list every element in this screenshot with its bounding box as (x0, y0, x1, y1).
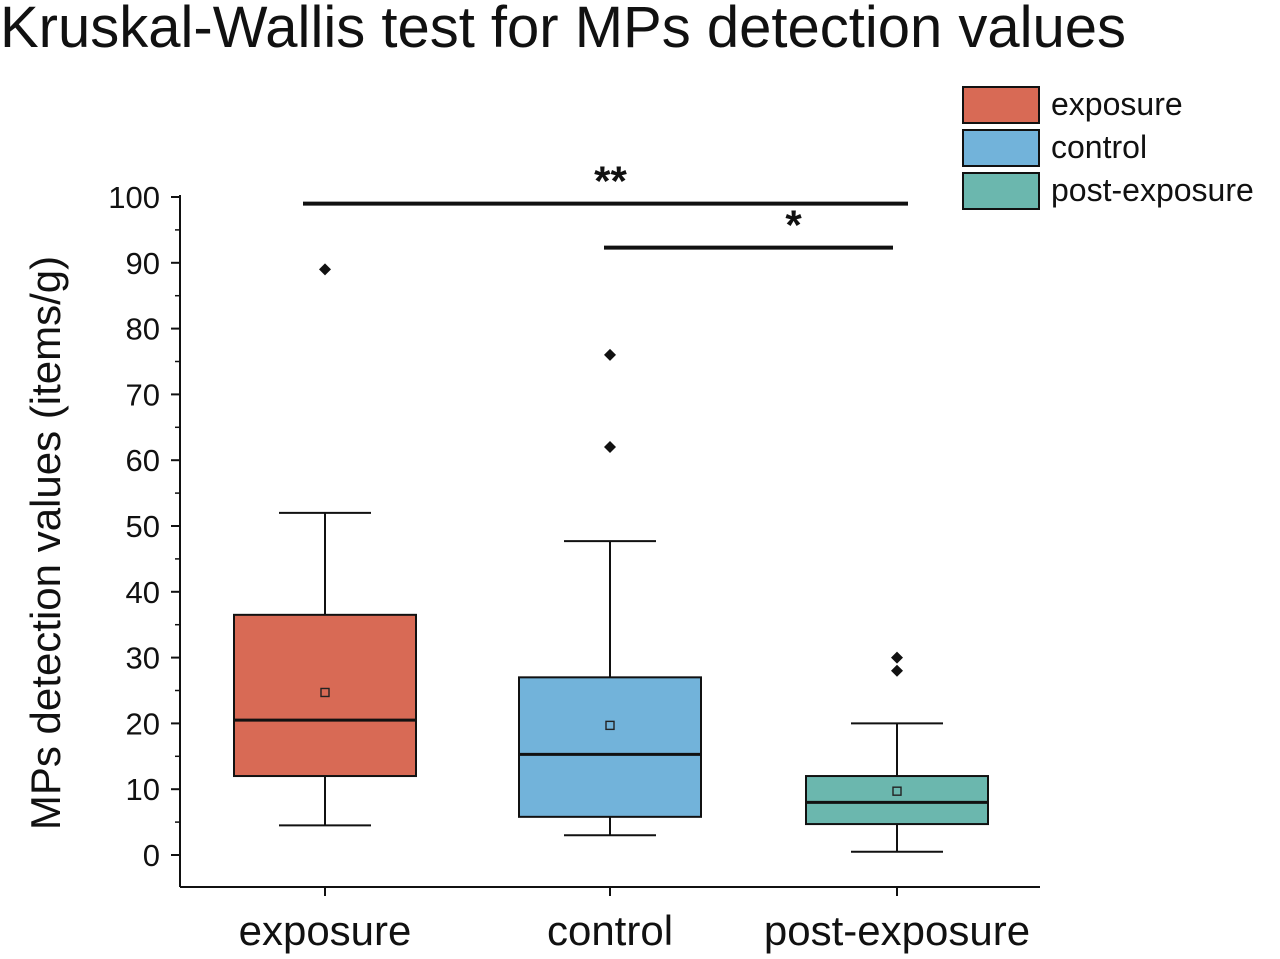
box-exposure (233, 263, 417, 827)
significance-label: * (785, 202, 802, 249)
y-tick-label: 0 (143, 838, 160, 873)
significance-label: ** (594, 158, 627, 205)
axes: 0 10 20 30 40 50 60 70 80 90 100 exposure control pos… (22, 180, 1040, 954)
chart-title: Kruskal-Wallis test for MPs detection va… (0, 0, 1127, 60)
x-tick-label: post-exposure (764, 907, 1030, 954)
box-post-exposure (805, 651, 989, 853)
y-tick-label: 90 (126, 246, 160, 281)
y-tick-label: 10 (126, 772, 160, 807)
legend-label: exposure (1051, 86, 1183, 122)
y-tick-label: 20 (126, 706, 160, 741)
x-tick-label: control (547, 907, 673, 954)
outlier-point (891, 664, 903, 677)
y-tick-label: 60 (126, 443, 160, 478)
y-tick-label: 30 (126, 641, 160, 676)
y-tick-label: 40 (126, 575, 160, 610)
outlier-point (891, 651, 903, 664)
outlier-point (604, 348, 616, 361)
significance-brackets: *** (303, 158, 908, 250)
iqr-box (233, 613, 417, 778)
y-tick-label: 100 (108, 180, 160, 215)
y-tick-label: 50 (126, 509, 160, 544)
x-tick-label: exposure (239, 907, 412, 954)
legend: exposure control post-exposure (962, 86, 1254, 210)
legend-label: post-exposure (1051, 172, 1254, 208)
iqr-box (805, 775, 989, 826)
mean-marker (605, 720, 615, 731)
box-plot-series (233, 263, 989, 853)
legend-label: control (1051, 129, 1147, 165)
mean-marker (892, 786, 902, 796)
y-axis-label: MPs detection values (items/g) (22, 256, 69, 830)
mean-marker (320, 687, 330, 698)
legend-swatch-post-exposure (962, 172, 1040, 210)
y-tick-label: 70 (126, 377, 160, 412)
outlier-point (319, 263, 331, 276)
box-control (518, 348, 702, 837)
legend-swatch-control (962, 129, 1040, 167)
y-tick-label: 80 (126, 312, 160, 347)
iqr-box (518, 676, 702, 818)
outlier-point (604, 441, 616, 454)
legend-swatch-exposure (962, 86, 1040, 124)
